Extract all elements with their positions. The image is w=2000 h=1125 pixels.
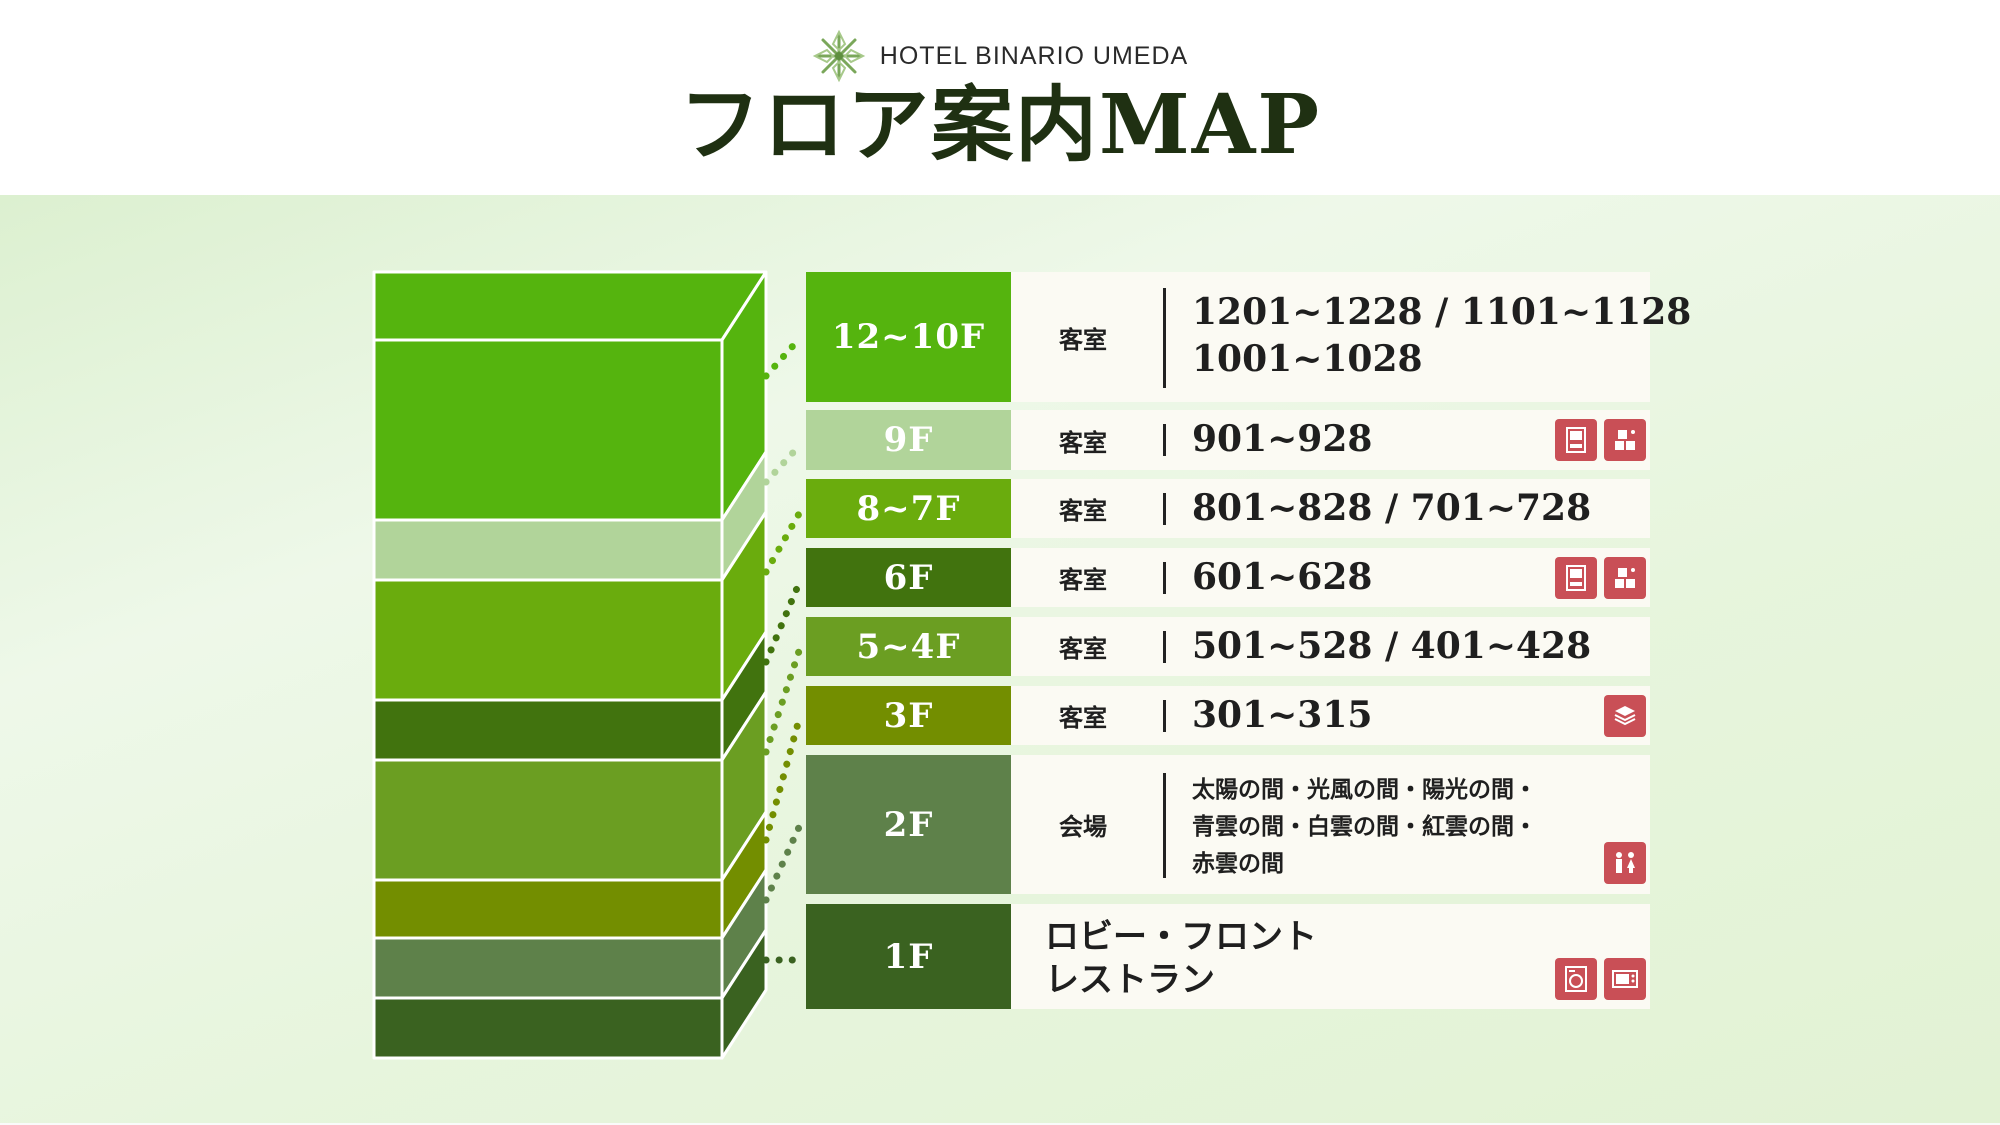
room-numbers-line: 1001~1028: [1192, 338, 1423, 380]
building-floor-2: [372, 936, 724, 1000]
floor-type: 客室: [1059, 565, 1107, 594]
floor-info: 客室 901~928: [1011, 410, 1650, 470]
floor-label: 2F: [806, 755, 1011, 894]
building-floor-6: [372, 698, 724, 762]
building-floor-3: [372, 878, 724, 940]
vending-machine-icon: [1555, 419, 1597, 461]
hall-names: 太陽の間・光風の間・陽光の間・ 青雲の間・白雲の間・紅雲の間・ 赤雲の間: [1192, 771, 1537, 882]
floor-type: 客室: [1059, 324, 1107, 354]
building-floor-12-10: [372, 338, 724, 522]
hall-names-line: 青雲の間・白雲の間・紅雲の間・: [1192, 813, 1537, 840]
connector-8-7: [762, 508, 804, 576]
connector-2: [762, 821, 804, 904]
separator: [1163, 493, 1166, 525]
floor-row-12-10: 12~10F 客室 1201~1228 / 1101~1128 1001~102…: [806, 272, 1691, 402]
floor-row-3: 3F 客室 301~315: [806, 686, 1650, 745]
separator: [1163, 631, 1166, 663]
building-illustration: [372, 270, 804, 1060]
connector-12-10: [762, 334, 804, 380]
floor-info: 客室 301~315: [1011, 686, 1650, 745]
hall-names-line: 太陽の間・光風の間・陽光の間・: [1192, 776, 1537, 803]
room-numbers: 1201~1228 / 1101~1128 1001~1028: [1192, 289, 1691, 383]
linen-icon: [1604, 695, 1646, 737]
room-numbers-line: 1201~1228 / 1101~1128: [1192, 291, 1692, 333]
building-floor-9: [372, 518, 724, 582]
ice-machine-icon: [1604, 557, 1646, 599]
floor-type: 会場: [1059, 812, 1107, 841]
restroom-icon: [1604, 842, 1646, 884]
snowflake-logo-icon: [812, 29, 866, 83]
floor-label: 12~10F: [806, 272, 1011, 402]
room-numbers: 801~828 / 701~728: [1192, 487, 1592, 529]
floor-type: 客室: [1059, 427, 1107, 457]
floor-info: 会場 太陽の間・光風の間・陽光の間・ 青雲の間・白雲の間・紅雲の間・ 赤雲の間: [1011, 755, 1650, 894]
washing-machine-icon: [1555, 958, 1597, 1000]
separator: [1163, 288, 1166, 388]
hotel-logo: HOTEL BINARIO UMEDA: [0, 28, 2000, 84]
floor-row-9: 9F 客室 901~928: [806, 410, 1650, 470]
room-numbers: 901~928: [1192, 418, 1373, 460]
floor-label: 9F: [806, 410, 1011, 470]
room-numbers: 301~315: [1192, 694, 1373, 736]
floor-row-8-7: 8~7F 客室 801~828 / 701~728: [806, 479, 1650, 538]
hall-names-line: 赤雲の間: [1192, 850, 1284, 877]
floor-label: 1F: [806, 904, 1011, 1009]
connector-6: [762, 577, 804, 666]
floor-info: 客室 601~628: [1011, 548, 1650, 607]
floor-row-5-4: 5~4F 客室 501~528 / 401~428: [806, 617, 1650, 676]
floor-label: 3F: [806, 686, 1011, 745]
separator: [1163, 424, 1166, 456]
floor-info: 客室 501~528 / 401~428: [1011, 617, 1650, 676]
floor-row-1: 1F ロビー・フロント レストラン: [806, 904, 1650, 1009]
floor-info: 客室 1201~1228 / 1101~1128 1001~1028: [1011, 272, 1691, 402]
vending-machine-icon: [1555, 557, 1597, 599]
connector-9: [762, 441, 804, 486]
building-side-1: [720, 928, 768, 1060]
connector-5-4: [762, 644, 804, 756]
floor-type: 客室: [1059, 703, 1107, 732]
ice-machine-icon: [1604, 419, 1646, 461]
separator: [1163, 700, 1166, 732]
floor-label: 5~4F: [806, 617, 1011, 676]
building-floor-1: [372, 996, 724, 1060]
separator: [1163, 773, 1166, 878]
separator: [1163, 562, 1166, 594]
floor-info: ロビー・フロント レストラン: [1011, 904, 1650, 1009]
floor-info: 客室 801~828 / 701~728: [1011, 479, 1650, 538]
floor-row-2: 2F 会場 太陽の間・光風の間・陽光の間・ 青雲の間・白雲の間・紅雲の間・ 赤雲…: [806, 755, 1650, 894]
page-title: フロア案内MAP: [678, 77, 1322, 173]
building-floor-8-7: [372, 578, 724, 702]
facility-line: ロビー・フロント: [1045, 917, 1317, 957]
floor-type: 客室: [1059, 496, 1107, 525]
hotel-name: HOTEL BINARIO UMEDA: [879, 41, 1189, 70]
connector-3: [762, 712, 804, 844]
building-floor-5-4: [372, 758, 724, 882]
floor-type: 客室: [1059, 634, 1107, 663]
floor-label: 8~7F: [806, 479, 1011, 538]
bottom-band: [0, 1123, 2000, 1125]
room-numbers: 501~528 / 401~428: [1192, 625, 1592, 667]
microwave-icon: [1604, 958, 1646, 1000]
building-roof: [372, 270, 768, 342]
facility-names: ロビー・フロント レストラン: [1045, 916, 1317, 1002]
floor-label: 6F: [806, 548, 1011, 607]
floor-row-6: 6F 客室 601~628: [806, 548, 1650, 607]
room-numbers: 601~628: [1192, 556, 1373, 598]
header: HOTEL BINARIO UMEDA フロア案内MAP: [0, 0, 2000, 195]
facility-line: レストラン: [1045, 960, 1215, 1000]
